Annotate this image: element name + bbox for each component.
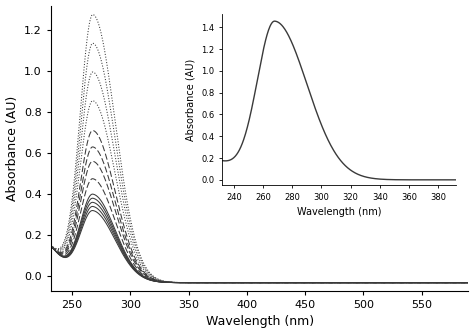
X-axis label: Wavelength (nm): Wavelength (nm): [206, 315, 314, 328]
Y-axis label: Absorbance (AU): Absorbance (AU): [6, 96, 18, 201]
